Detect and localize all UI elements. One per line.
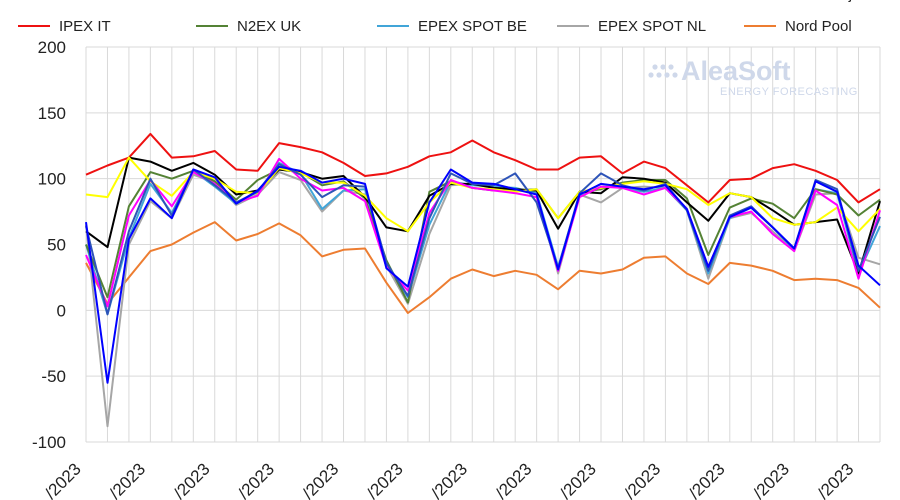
series-line-epex-spot-fr xyxy=(85,163,881,316)
legend-label-mibel-pt: MIBEL PT xyxy=(418,0,486,3)
y-tick-label: 200 xyxy=(38,38,66,57)
legend-label-ipex-it: IPEX IT xyxy=(59,18,111,35)
x-tick-label: /2023 xyxy=(556,459,600,500)
watermark-logo: AleaSoft ENERGY FORECASTING xyxy=(648,56,857,98)
y-tick-label: -50 xyxy=(41,367,66,386)
series-line-epex-spot-nl xyxy=(85,171,881,428)
series-line-mibel-pt xyxy=(85,157,881,308)
y-tick-label: 0 xyxy=(57,301,66,320)
x-tick-label: /2023 xyxy=(363,459,407,500)
logo-dots-icon xyxy=(648,64,678,78)
series-line-nord-pool xyxy=(85,221,881,314)
y-tick-label: 50 xyxy=(47,236,66,255)
x-tick-label: /2023 xyxy=(428,459,472,500)
legend-label-epex-spot-fr: EPEX SPOT FR xyxy=(237,0,346,3)
legend: EPEX SPOT DE EPEX SPOT FR MIBEL PT MIBEL ES… xyxy=(18,0,880,35)
axes: -100 -50 0 50 100 150 200/2023/2023/2023/2023 /… xyxy=(32,38,857,500)
x-tick-label: /2023 xyxy=(170,459,214,500)
x-tick-label: /2023 xyxy=(106,459,150,500)
x-tick-label: /2023 xyxy=(621,459,665,500)
y-tick-label: 150 xyxy=(38,104,66,123)
logo-brand-text: AleaSoft xyxy=(681,56,791,86)
x-tick-label: /2023 xyxy=(41,459,85,500)
y-tick-label: -100 xyxy=(32,433,66,452)
legend-label-epex-spot-be: EPEX SPOT BE xyxy=(418,18,527,35)
series-line-ipex-it xyxy=(85,132,881,204)
legend-label-mibel-es: MIBEL ES xyxy=(598,0,667,3)
x-tick-label: /2023 xyxy=(685,459,729,500)
grid xyxy=(85,46,881,443)
legend-label-epex-spot-nl: EPEX SPOT NL xyxy=(598,18,706,35)
x-tick-label: /2023 xyxy=(299,459,343,500)
logo-tagline-text: ENERGY FORECASTING xyxy=(720,86,858,98)
x-tick-label: /2023 xyxy=(749,459,793,500)
legend-label-epex-spot-de: EPEX SPOT DE xyxy=(59,0,169,3)
legend-label-n2ex-uk: N2EX UK xyxy=(237,18,301,35)
x-tick-label: /2023 xyxy=(492,459,536,500)
legend-label-mibelplus-ajuste: MIBEL+Ajuste xyxy=(785,0,880,3)
series-line-epex-spot-de xyxy=(85,165,881,384)
x-tick-label: /2023 xyxy=(234,459,278,500)
legend-label-nord-pool: Nord Pool xyxy=(785,18,852,35)
x-tick-label: /2023 xyxy=(814,459,858,500)
y-tick-label: 100 xyxy=(38,170,66,189)
series-lines xyxy=(85,132,881,428)
